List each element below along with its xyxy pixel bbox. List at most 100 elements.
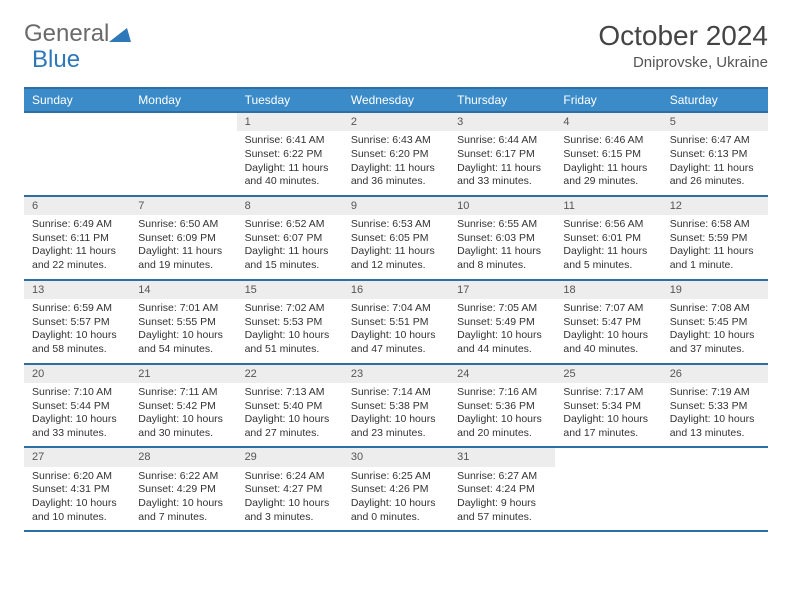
calendar-day-cell: 1Sunrise: 6:41 AMSunset: 6:22 PMDaylight… xyxy=(237,113,343,195)
daylight-text: Daylight: 10 hours and 51 minutes. xyxy=(245,329,335,356)
calendar-day-cell: 10Sunrise: 6:55 AMSunset: 6:03 PMDayligh… xyxy=(449,197,555,279)
day-number: 21 xyxy=(130,365,236,383)
calendar-day-cell xyxy=(130,113,236,195)
daylight-text: Daylight: 10 hours and 27 minutes. xyxy=(245,413,335,440)
sunset-text: Sunset: 4:26 PM xyxy=(351,483,441,497)
calendar-day-cell: 17Sunrise: 7:05 AMSunset: 5:49 PMDayligh… xyxy=(449,281,555,363)
day-body: Sunrise: 7:19 AMSunset: 5:33 PMDaylight:… xyxy=(662,383,768,447)
sunrise-text: Sunrise: 6:55 AM xyxy=(457,218,547,232)
sunrise-text: Sunrise: 7:17 AM xyxy=(563,386,653,400)
daylight-text: Daylight: 11 hours and 12 minutes. xyxy=(351,245,441,272)
daylight-text: Daylight: 11 hours and 8 minutes. xyxy=(457,245,547,272)
calendar-day-cell: 22Sunrise: 7:13 AMSunset: 5:40 PMDayligh… xyxy=(237,365,343,447)
day-body: Sunrise: 6:27 AMSunset: 4:24 PMDaylight:… xyxy=(449,467,555,531)
sunset-text: Sunset: 4:31 PM xyxy=(32,483,122,497)
daylight-text: Daylight: 10 hours and 20 minutes. xyxy=(457,413,547,440)
daylight-text: Daylight: 10 hours and 10 minutes. xyxy=(32,497,122,524)
day-number: 30 xyxy=(343,448,449,466)
day-body: Sunrise: 6:25 AMSunset: 4:26 PMDaylight:… xyxy=(343,467,449,531)
day-body: Sunrise: 6:49 AMSunset: 6:11 PMDaylight:… xyxy=(24,215,130,279)
sunrise-text: Sunrise: 7:13 AM xyxy=(245,386,335,400)
daylight-text: Daylight: 11 hours and 29 minutes. xyxy=(563,162,653,189)
calendar-day-cell: 29Sunrise: 6:24 AMSunset: 4:27 PMDayligh… xyxy=(237,448,343,530)
daylight-text: Daylight: 11 hours and 19 minutes. xyxy=(138,245,228,272)
sunset-text: Sunset: 5:44 PM xyxy=(32,400,122,414)
calendar: SundayMondayTuesdayWednesdayThursdayFrid… xyxy=(24,87,768,532)
day-number: 5 xyxy=(662,113,768,131)
calendar-day-cell: 5Sunrise: 6:47 AMSunset: 6:13 PMDaylight… xyxy=(662,113,768,195)
day-body: Sunrise: 6:24 AMSunset: 4:27 PMDaylight:… xyxy=(237,467,343,531)
day-body: Sunrise: 7:16 AMSunset: 5:36 PMDaylight:… xyxy=(449,383,555,447)
sunrise-text: Sunrise: 6:22 AM xyxy=(138,470,228,484)
day-number: 13 xyxy=(24,281,130,299)
calendar-day-cell xyxy=(555,448,661,530)
sunrise-text: Sunrise: 6:53 AM xyxy=(351,218,441,232)
calendar-day-cell: 11Sunrise: 6:56 AMSunset: 6:01 PMDayligh… xyxy=(555,197,661,279)
day-number: 28 xyxy=(130,448,236,466)
sunrise-text: Sunrise: 7:05 AM xyxy=(457,302,547,316)
sunset-text: Sunset: 6:15 PM xyxy=(563,148,653,162)
day-number: 16 xyxy=(343,281,449,299)
day-body: Sunrise: 7:14 AMSunset: 5:38 PMDaylight:… xyxy=(343,383,449,447)
day-body: Sunrise: 6:46 AMSunset: 6:15 PMDaylight:… xyxy=(555,131,661,195)
day-body: Sunrise: 7:01 AMSunset: 5:55 PMDaylight:… xyxy=(130,299,236,363)
sunset-text: Sunset: 6:20 PM xyxy=(351,148,441,162)
calendar-day-cell: 14Sunrise: 7:01 AMSunset: 5:55 PMDayligh… xyxy=(130,281,236,363)
day-body: Sunrise: 7:11 AMSunset: 5:42 PMDaylight:… xyxy=(130,383,236,447)
location-subtitle: Dniprovske, Ukraine xyxy=(598,54,768,71)
daylight-text: Daylight: 10 hours and 37 minutes. xyxy=(670,329,760,356)
sunset-text: Sunset: 5:33 PM xyxy=(670,400,760,414)
calendar-day-cell: 12Sunrise: 6:58 AMSunset: 5:59 PMDayligh… xyxy=(662,197,768,279)
day-number: 29 xyxy=(237,448,343,466)
day-body: Sunrise: 7:07 AMSunset: 5:47 PMDaylight:… xyxy=(555,299,661,363)
daylight-text: Daylight: 10 hours and 54 minutes. xyxy=(138,329,228,356)
day-body: Sunrise: 7:04 AMSunset: 5:51 PMDaylight:… xyxy=(343,299,449,363)
weekday-header-cell: Saturday xyxy=(662,89,768,111)
day-body: Sunrise: 6:55 AMSunset: 6:03 PMDaylight:… xyxy=(449,215,555,279)
sunrise-text: Sunrise: 6:56 AM xyxy=(563,218,653,232)
day-body: Sunrise: 7:05 AMSunset: 5:49 PMDaylight:… xyxy=(449,299,555,363)
day-body: Sunrise: 7:17 AMSunset: 5:34 PMDaylight:… xyxy=(555,383,661,447)
day-body: Sunrise: 7:13 AMSunset: 5:40 PMDaylight:… xyxy=(237,383,343,447)
day-body: Sunrise: 6:58 AMSunset: 5:59 PMDaylight:… xyxy=(662,215,768,279)
calendar-day-cell: 21Sunrise: 7:11 AMSunset: 5:42 PMDayligh… xyxy=(130,365,236,447)
weekday-header-cell: Wednesday xyxy=(343,89,449,111)
calendar-day-cell xyxy=(662,448,768,530)
sunrise-text: Sunrise: 7:02 AM xyxy=(245,302,335,316)
daylight-text: Daylight: 10 hours and 47 minutes. xyxy=(351,329,441,356)
daylight-text: Daylight: 11 hours and 5 minutes. xyxy=(563,245,653,272)
sunset-text: Sunset: 5:51 PM xyxy=(351,316,441,330)
sunrise-text: Sunrise: 6:27 AM xyxy=(457,470,547,484)
sunset-text: Sunset: 6:09 PM xyxy=(138,232,228,246)
logo-triangle-icon xyxy=(109,24,131,47)
sunset-text: Sunset: 5:59 PM xyxy=(670,232,760,246)
header: General October 2024 Dniprovske, Ukraine xyxy=(24,20,768,71)
logo-word2: Blue xyxy=(32,46,80,74)
calendar-day-cell: 31Sunrise: 6:27 AMSunset: 4:24 PMDayligh… xyxy=(449,448,555,530)
sunset-text: Sunset: 4:24 PM xyxy=(457,483,547,497)
daylight-text: Daylight: 10 hours and 3 minutes. xyxy=(245,497,335,524)
day-body: Sunrise: 6:50 AMSunset: 6:09 PMDaylight:… xyxy=(130,215,236,279)
daylight-text: Daylight: 10 hours and 40 minutes. xyxy=(563,329,653,356)
logo: General xyxy=(24,20,133,48)
day-body: Sunrise: 7:08 AMSunset: 5:45 PMDaylight:… xyxy=(662,299,768,363)
day-body: Sunrise: 6:44 AMSunset: 6:17 PMDaylight:… xyxy=(449,131,555,195)
sunset-text: Sunset: 5:47 PM xyxy=(563,316,653,330)
day-number: 24 xyxy=(449,365,555,383)
logo-word1: General xyxy=(24,20,109,48)
calendar-day-cell: 8Sunrise: 6:52 AMSunset: 6:07 PMDaylight… xyxy=(237,197,343,279)
daylight-text: Daylight: 10 hours and 44 minutes. xyxy=(457,329,547,356)
sunset-text: Sunset: 5:53 PM xyxy=(245,316,335,330)
day-number: 17 xyxy=(449,281,555,299)
sunrise-text: Sunrise: 6:47 AM xyxy=(670,134,760,148)
day-number: 12 xyxy=(662,197,768,215)
day-body: Sunrise: 6:41 AMSunset: 6:22 PMDaylight:… xyxy=(237,131,343,195)
day-body: Sunrise: 6:20 AMSunset: 4:31 PMDaylight:… xyxy=(24,467,130,531)
day-number: 1 xyxy=(237,113,343,131)
calendar-day-cell xyxy=(24,113,130,195)
sunrise-text: Sunrise: 7:14 AM xyxy=(351,386,441,400)
day-number: 8 xyxy=(237,197,343,215)
sunrise-text: Sunrise: 6:49 AM xyxy=(32,218,122,232)
calendar-week-row: 13Sunrise: 6:59 AMSunset: 5:57 PMDayligh… xyxy=(24,281,768,365)
sunrise-text: Sunrise: 7:08 AM xyxy=(670,302,760,316)
